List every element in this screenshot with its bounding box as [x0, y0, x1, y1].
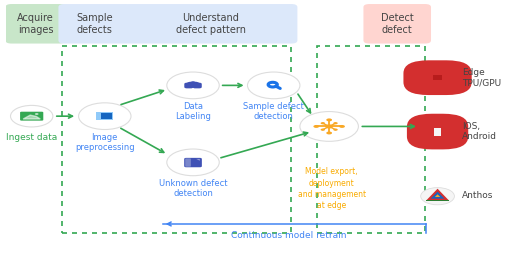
Text: Unknown defect
detection: Unknown defect detection [159, 179, 227, 198]
FancyBboxPatch shape [403, 60, 472, 95]
FancyBboxPatch shape [185, 158, 191, 167]
Text: Anthos: Anthos [462, 191, 493, 200]
FancyBboxPatch shape [6, 4, 66, 44]
Circle shape [326, 118, 332, 121]
Text: Sample
defects: Sample defects [76, 13, 113, 35]
Circle shape [300, 111, 358, 141]
Circle shape [422, 70, 453, 85]
Text: Continuous model retrain: Continuous model retrain [231, 231, 347, 240]
Bar [434, 128, 441, 135]
Circle shape [421, 188, 455, 205]
FancyBboxPatch shape [364, 4, 431, 44]
FancyBboxPatch shape [193, 83, 202, 88]
Polygon shape [23, 115, 40, 119]
Polygon shape [435, 194, 440, 197]
Circle shape [325, 124, 333, 128]
FancyBboxPatch shape [184, 83, 194, 88]
Circle shape [167, 149, 219, 176]
Bar [62, 46, 291, 233]
Circle shape [11, 105, 53, 127]
Text: Sample defect
detection: Sample defect detection [243, 102, 304, 122]
Circle shape [326, 132, 332, 134]
Text: IOS,
Android: IOS, Android [462, 122, 497, 141]
Circle shape [247, 72, 300, 99]
Circle shape [333, 128, 338, 131]
FancyBboxPatch shape [407, 114, 468, 149]
FancyBboxPatch shape [188, 82, 198, 88]
Circle shape [321, 122, 325, 124]
Circle shape [333, 122, 338, 124]
Circle shape [313, 125, 319, 128]
Polygon shape [196, 159, 200, 161]
Circle shape [78, 103, 131, 130]
Text: Detect
defect: Detect defect [381, 13, 414, 35]
Circle shape [321, 128, 325, 131]
Bar [316, 46, 425, 233]
Text: Data
Labeling: Data Labeling [175, 102, 211, 122]
Circle shape [167, 72, 219, 99]
Circle shape [191, 81, 195, 84]
Bar [96, 112, 113, 120]
FancyBboxPatch shape [433, 75, 442, 80]
Circle shape [339, 125, 345, 128]
Circle shape [187, 82, 190, 84]
Text: Image
preprocessing: Image preprocessing [75, 133, 135, 152]
Circle shape [35, 113, 38, 115]
FancyBboxPatch shape [124, 4, 297, 44]
FancyBboxPatch shape [58, 4, 131, 44]
Bar [426, 200, 449, 201]
Text: Acquire
images: Acquire images [17, 13, 54, 35]
FancyBboxPatch shape [20, 112, 44, 121]
Text: Edge
TPU/GPU: Edge TPU/GPU [462, 68, 501, 87]
FancyBboxPatch shape [184, 158, 202, 167]
Polygon shape [426, 189, 449, 200]
Polygon shape [431, 192, 444, 199]
Text: Ingest data: Ingest data [6, 133, 57, 142]
Bar [101, 113, 112, 119]
Text: Understand
defect pattern: Understand defect pattern [176, 13, 246, 35]
Text: Model export,
deployment
and management
at edge: Model export, deployment and management … [297, 167, 366, 210]
Circle shape [424, 125, 451, 138]
Circle shape [196, 82, 199, 84]
